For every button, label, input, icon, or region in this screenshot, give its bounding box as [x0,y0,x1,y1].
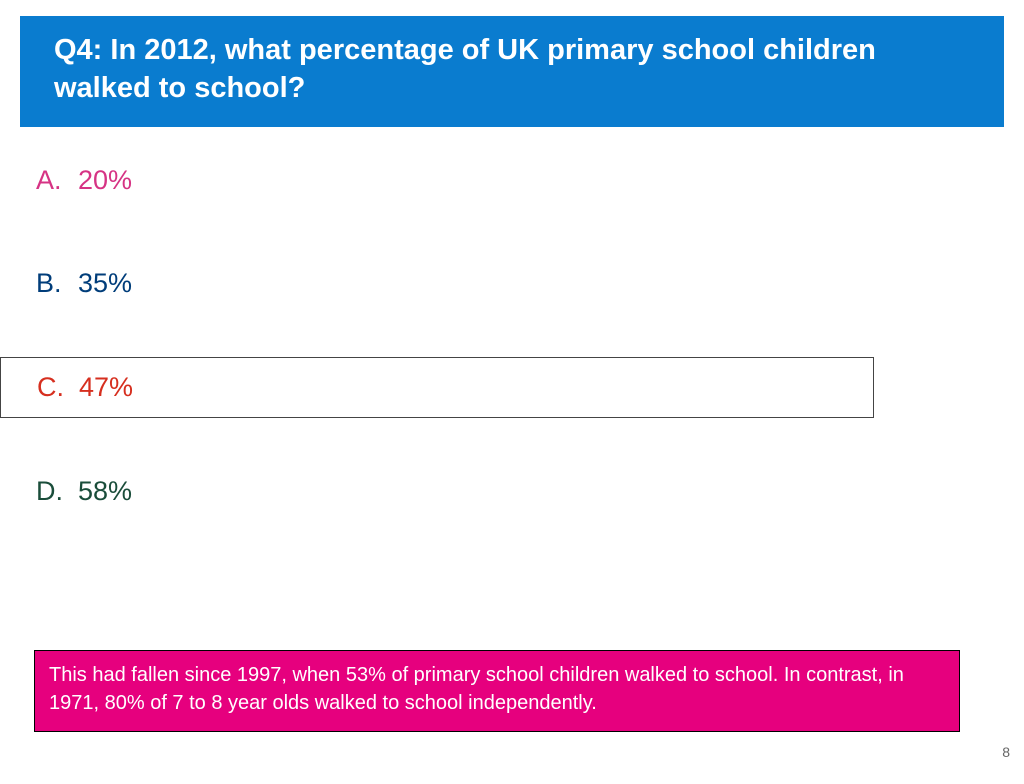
option-d-letter: D. [36,476,78,507]
options-list: A. 20% B. 35% C. 47% D. 58% [0,151,1024,521]
option-d-text: 58% [78,476,132,507]
info-box: This had fallen since 1997, when 53% of … [34,650,960,732]
option-b[interactable]: B. 35% [0,254,1024,313]
option-b-text: 35% [78,268,132,299]
option-d[interactable]: D. 58% [0,462,1024,521]
option-c[interactable]: C. 47% [0,357,874,418]
option-a-letter: A. [36,165,78,196]
info-box-text: This had fallen since 1997, when 53% of … [49,664,904,714]
page-number: 8 [1002,744,1010,760]
question-header: Q4: In 2012, what percentage of UK prima… [20,16,1004,127]
option-b-letter: B. [36,268,78,299]
option-c-letter: C. [37,372,79,403]
option-c-text: 47% [79,372,133,403]
question-text: Q4: In 2012, what percentage of UK prima… [54,34,876,104]
option-a-text: 20% [78,165,132,196]
option-a[interactable]: A. 20% [0,151,1024,210]
